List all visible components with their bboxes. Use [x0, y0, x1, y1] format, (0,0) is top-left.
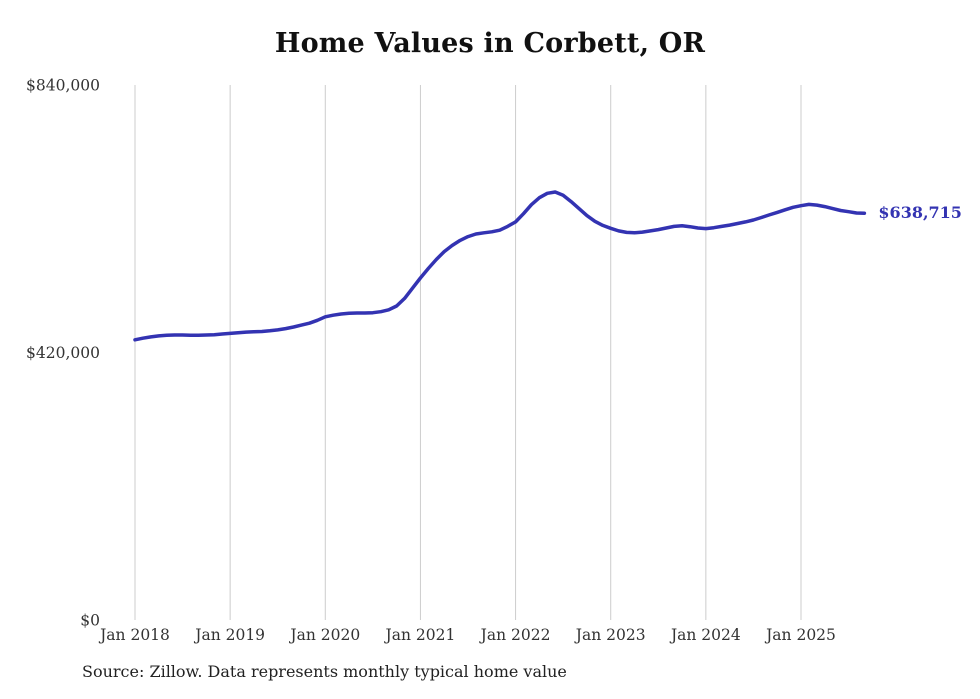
x-axis-tick-label: Jan 2021	[384, 626, 456, 644]
x-axis-tick-label: Jan 2024	[669, 626, 741, 644]
y-axis-tick-label: $420,000	[26, 344, 100, 362]
y-axis-tick-label: $840,000	[26, 77, 100, 95]
value-line	[133, 190, 867, 342]
end-value-label: $638,715	[878, 203, 962, 223]
x-axis-tick-label: Jan 2019	[193, 626, 265, 644]
source-note: Source: Zillow. Data represents monthly …	[82, 662, 567, 681]
chart-title: Home Values in Corbett, OR	[274, 28, 706, 59]
x-axis-tick-label: Jan 2023	[574, 626, 646, 644]
x-axis-tick-label: Jan 2018	[98, 626, 170, 644]
x-axis-tick-label: Jan 2025	[764, 626, 836, 644]
x-axis-tick-label: Jan 2020	[288, 626, 360, 644]
x-axis-tick-label: Jan 2022	[479, 626, 551, 644]
y-axis-tick-label: $0	[80, 612, 100, 630]
